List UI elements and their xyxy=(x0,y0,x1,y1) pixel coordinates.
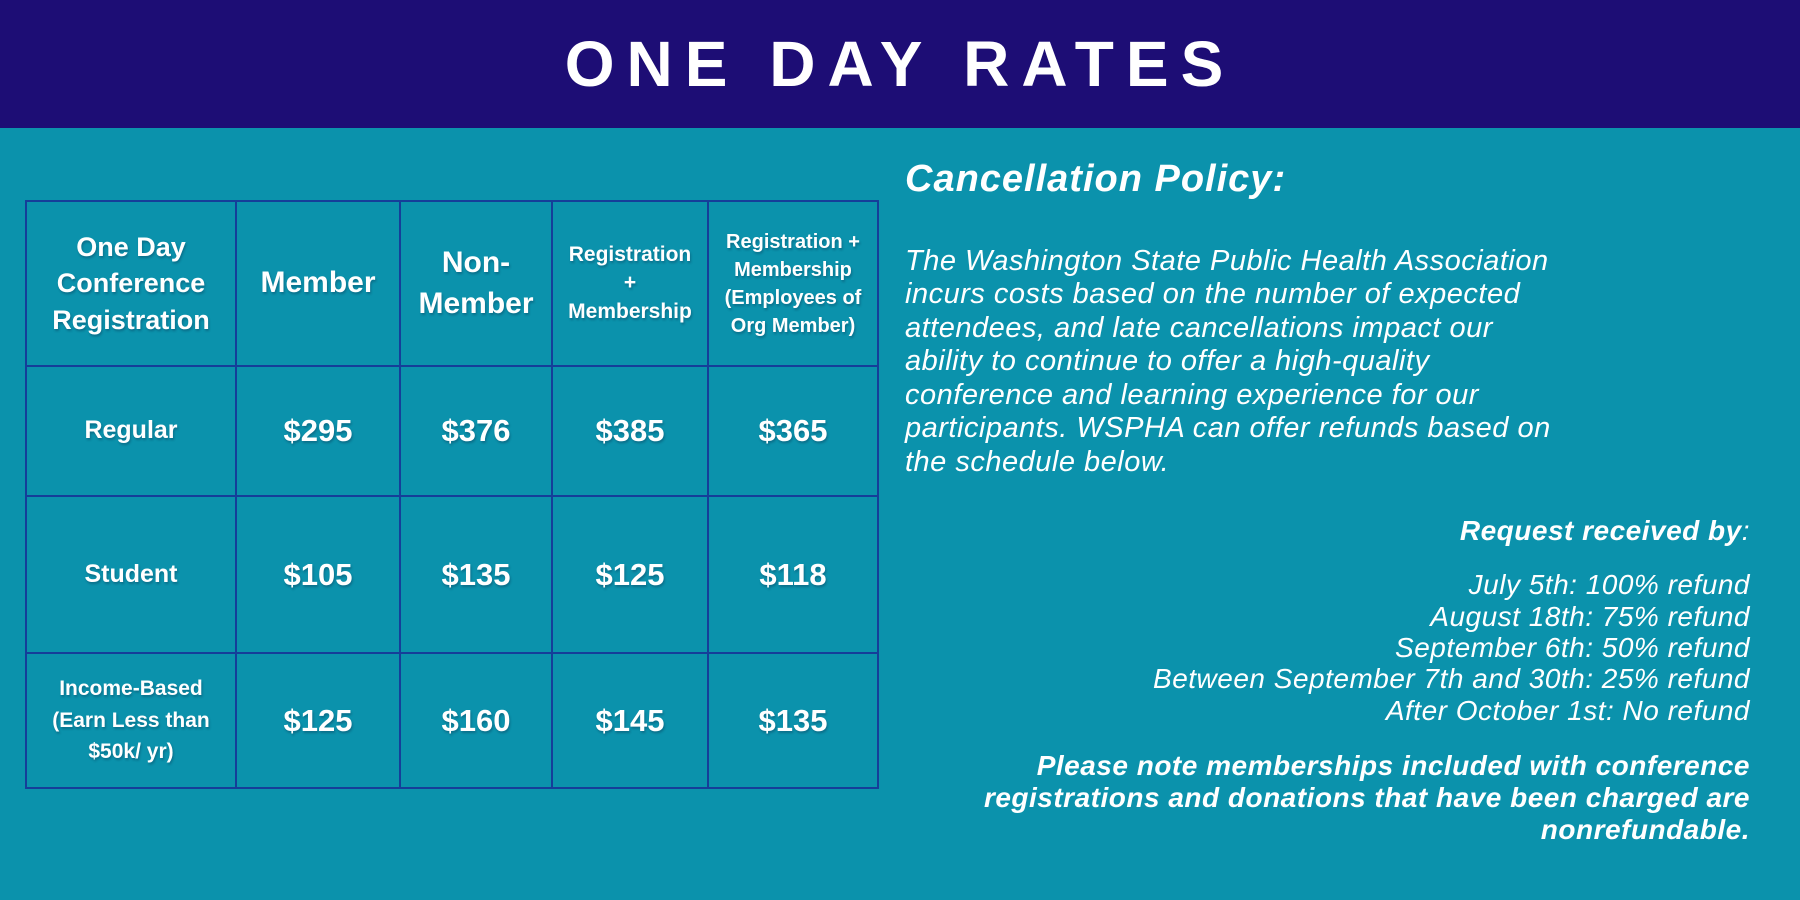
policy-body-text: The Washington State Public Health Assoc… xyxy=(905,245,1551,478)
price-regular-reg-membership: $385 xyxy=(553,367,709,497)
request-received-by-line: Request received by: xyxy=(905,515,1750,547)
price-regular-non-member: $376 xyxy=(401,367,553,497)
header-band: ONE DAY RATES xyxy=(0,0,1800,128)
price-regular-member: $295 xyxy=(237,367,401,497)
price-income-member: $125 xyxy=(237,654,401,787)
schedule-line-august: August 18th: 75% refund xyxy=(1430,600,1750,632)
price-student-member: $105 xyxy=(237,497,401,654)
price-student-reg-membership-org: $118 xyxy=(709,497,877,654)
schedule-line-july: July 5th: 100% refund xyxy=(1468,569,1750,601)
column-header-member: Member xyxy=(237,202,401,367)
schedule-line-september: September 6th: 50% refund xyxy=(1395,632,1750,664)
column-header-registration-membership: Registration + Membership xyxy=(553,202,709,367)
price-income-reg-membership: $145 xyxy=(553,654,709,787)
schedule-line-between-september: Between September 7th and 30th: 25% refu… xyxy=(1153,663,1750,695)
request-received-by-label: Request received by xyxy=(1459,515,1742,547)
nonrefundable-note: Please note memberships included with co… xyxy=(983,750,1750,845)
page-title: ONE DAY RATES xyxy=(564,28,1236,100)
price-student-reg-membership: $125 xyxy=(553,497,709,654)
cancellation-policy-section: Cancellation Policy: The Washington Stat… xyxy=(905,158,1750,846)
policy-heading: Cancellation Policy: xyxy=(905,158,1287,200)
price-income-non-member: $160 xyxy=(401,654,553,787)
column-header-registration-membership-org: Registration + Membership (Employees of … xyxy=(709,202,877,367)
column-header-registration-type: One Day Conference Registration xyxy=(27,202,237,367)
rates-table: One Day Conference Registration Member N… xyxy=(25,200,879,789)
row-label-student: Student xyxy=(27,497,237,654)
price-income-reg-membership-org: $135 xyxy=(758,702,828,738)
request-received-by-colon: : xyxy=(1741,515,1750,547)
row-label-regular: Regular xyxy=(27,367,237,497)
price-regular-reg-membership-org: $365 xyxy=(709,367,877,497)
schedule-line-after-october: After October 1st: No refund xyxy=(1385,694,1750,726)
price-student-non-member: $135 xyxy=(401,497,553,654)
refund-schedule: July 5th: 100% refund August 18th: 75% r… xyxy=(905,569,1750,726)
row-label-income-based: Income-Based (Earn Less than $50k/ yr) xyxy=(27,654,237,787)
column-header-non-member: Non-Member xyxy=(401,202,553,367)
